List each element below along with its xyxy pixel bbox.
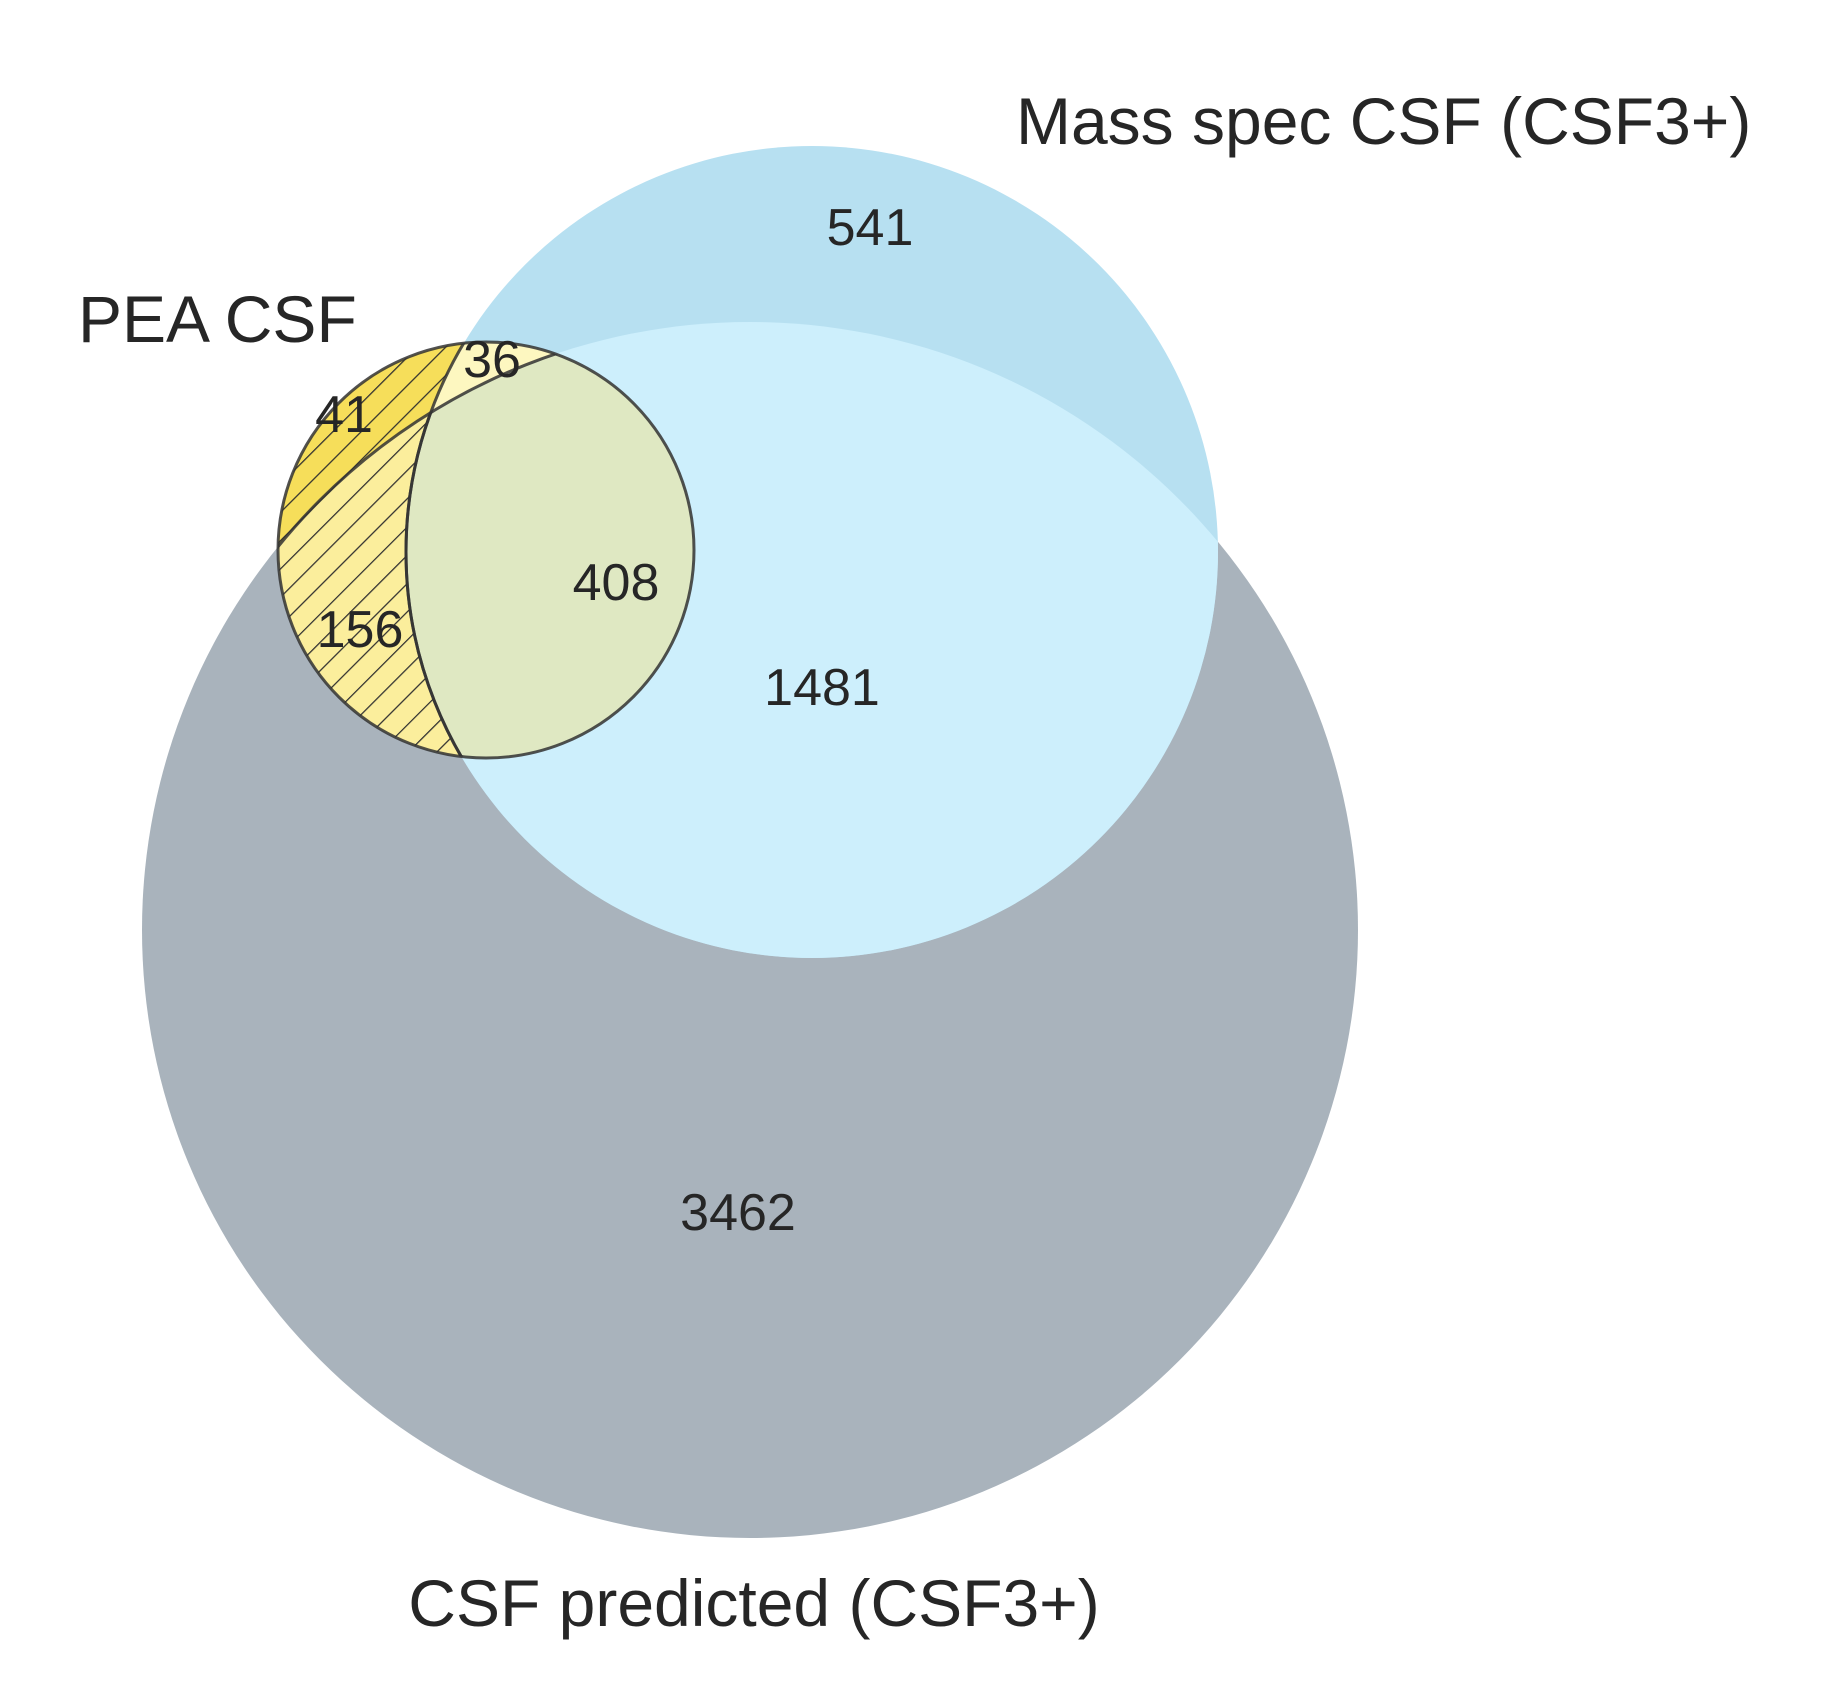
set-label-pea: PEA CSF bbox=[78, 282, 357, 356]
pea-outline bbox=[276, 340, 696, 760]
mass-spec-arc-in-pea-full bbox=[404, 342, 694, 758]
count-pea-predicted: 156 bbox=[317, 601, 404, 659]
count-all-three: 408 bbox=[573, 554, 660, 612]
count-pea-only: 41 bbox=[315, 386, 373, 444]
set-label-csf-predicted: CSF predicted (CSF3+) bbox=[408, 1566, 1099, 1640]
count-mass-spec-only: 541 bbox=[827, 199, 914, 257]
set-label-mass-spec: Mass spec CSF (CSF3+) bbox=[1016, 84, 1751, 158]
count-pea-mass-spec: 36 bbox=[463, 331, 521, 389]
count-predicted-only: 3462 bbox=[680, 1184, 796, 1242]
count-mass-spec-predicted: 1481 bbox=[764, 659, 880, 717]
